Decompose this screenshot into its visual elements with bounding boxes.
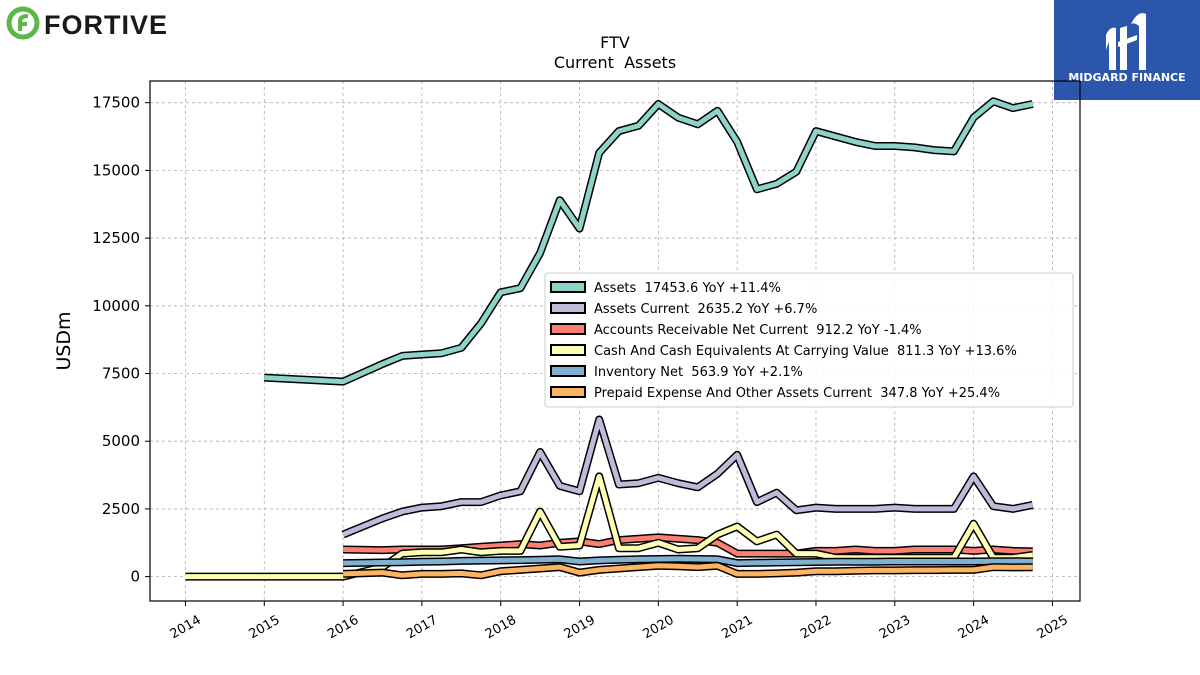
legend-box [544,272,1074,408]
y-tick-label: 15000 [92,161,140,179]
chart-title: FTV [600,33,630,52]
x-axis-ticks: 2014 2015 2016 2017 2018 2019 2020 2021 2022 2023… [168,601,1071,642]
plot-frame [149,80,1081,602]
series-line-outline [341,415,1034,539]
series-line [342,417,1034,537]
x-tick-label: 2016 [325,613,361,643]
x-tick-label: 2022 [798,613,834,643]
legend-label: Assets Current 2635.2 YoY +6.7% [594,302,817,317]
x-tick-label: 2017 [404,613,440,643]
chart-legend: Assets 17453.6 YoY +11.4% Assets Current … [544,272,1074,408]
midgard-monogram-icon [1106,13,1146,70]
legend-swatch [550,323,586,335]
x-tick-label: 2024 [956,613,992,643]
y-axis-ticks: 0 2500 5000 7500 10000 12500 15000 17500 [92,94,150,586]
fortive-logo: FORTIVE [6,6,168,40]
x-tick-label: 2014 [168,613,204,643]
y-tick-label: 2500 [102,500,140,518]
y-tick-label: 5000 [102,432,140,450]
x-tick-label: 2019 [562,613,598,643]
y-tick-label: 10000 [92,297,140,315]
y-tick-label: 17500 [92,94,140,112]
legend-label: Accounts Receivable Net Current 912.2 Yo… [594,323,922,338]
x-tick-label: 2021 [719,613,755,643]
legend-label: Cash And Cash Equivalents At Carrying Va… [594,344,1017,359]
midgard-finance-logo: MIDGARD FINANCE [1054,0,1200,100]
y-tick-label: 7500 [102,365,140,383]
x-tick-label: 2018 [483,613,519,643]
legend-swatch [550,344,586,356]
x-tick-label: 2020 [641,613,677,643]
x-tick-label: 2023 [877,613,913,643]
x-tick-label: 2015 [246,613,282,643]
legend-swatch [550,386,586,398]
legend-swatch [550,365,586,377]
legend-label: Prepaid Expense And Other Assets Current… [594,386,1000,401]
midgard-logo-text: MIDGARD FINANCE [1068,71,1185,84]
y-axis-label: USDm [53,311,75,370]
series-line [343,563,1033,578]
series-line [264,98,1034,385]
series-line [343,534,1033,557]
legend-swatch [550,302,586,314]
legend-label: Inventory Net 563.9 YoY +2.1% [594,365,803,380]
fortive-logo-leaf-icon [18,14,28,31]
fortive-logo-mark [6,6,40,40]
series-line [343,556,1033,566]
y-tick-label: 0 [130,568,140,586]
legend-label: Assets 17453.6 YoY +11.4% [594,281,781,296]
legend-swatch [550,281,586,293]
midgard-logo-mark: MIDGARD FINANCE [1068,13,1186,84]
x-tick-label: 2025 [1035,613,1071,643]
y-tick-label: 12500 [92,229,140,247]
series-lines [185,97,1034,581]
fortive-logo-text: FORTIVE [44,10,168,40]
chart-subtitle: Current Assets [554,53,676,72]
